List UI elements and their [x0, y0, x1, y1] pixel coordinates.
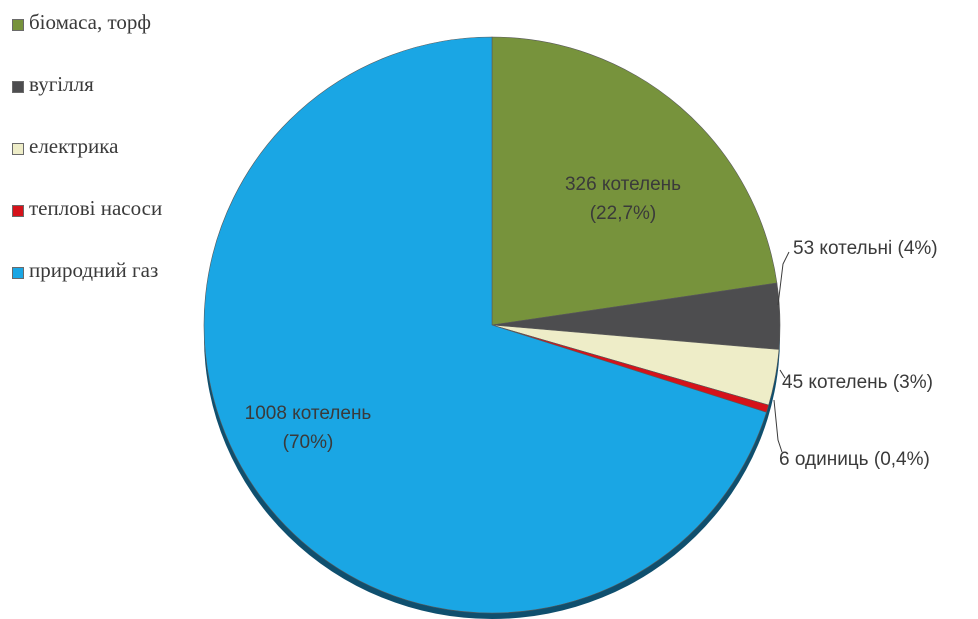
legend-swatch-electric: [12, 143, 24, 155]
legend-label-coal: вугілля: [29, 72, 94, 96]
legend-swatch-gas: [12, 267, 24, 279]
data-label-gas: 1008 котелень (70%): [245, 403, 372, 453]
legend-label-electric: електрика: [29, 134, 119, 158]
pie-slice-biomass: [491, 36, 778, 326]
data-label-line: (22,7%): [590, 203, 657, 224]
pie-slice-gas: [203, 36, 767, 614]
legend-swatch-biomass: [12, 19, 24, 31]
data-label-line: 45 котелень (3%): [782, 372, 933, 393]
data-label-line: 53 котельні (4%): [793, 238, 938, 259]
legend-label-gas: природний газ: [29, 258, 159, 282]
data-labels: 326 котелень (22,7%) 53 котельні (4%) 45 ко…: [245, 174, 938, 470]
leader-line-heatpumps: [773, 399, 783, 453]
data-label-line: 1008 котелень: [245, 403, 372, 424]
leader-line-electric: [779, 369, 786, 379]
data-label-heatpumps: 6 одиниць (0,4%): [779, 449, 930, 470]
legend-label-biomass: біомаса, торф: [29, 10, 151, 34]
data-label-line: 326 котелень: [565, 174, 681, 195]
data-label-coal: 53 котельні (4%): [793, 238, 938, 259]
legend-swatch-heatpumps: [12, 205, 24, 217]
data-label-electric: 45 котелень (3%): [782, 372, 933, 393]
leader-lines: [773, 251, 790, 453]
legend-swatch-coal: [12, 81, 24, 93]
leader-line-coal: [777, 251, 790, 306]
pie-slices: [203, 36, 781, 614]
data-label-line: (70%): [283, 432, 334, 453]
data-label-line: 6 одиниць (0,4%): [779, 449, 930, 470]
legend-label-heatpumps: теплові насоси: [29, 196, 163, 220]
data-label-biomass: 326 котелень (22,7%): [565, 174, 681, 224]
